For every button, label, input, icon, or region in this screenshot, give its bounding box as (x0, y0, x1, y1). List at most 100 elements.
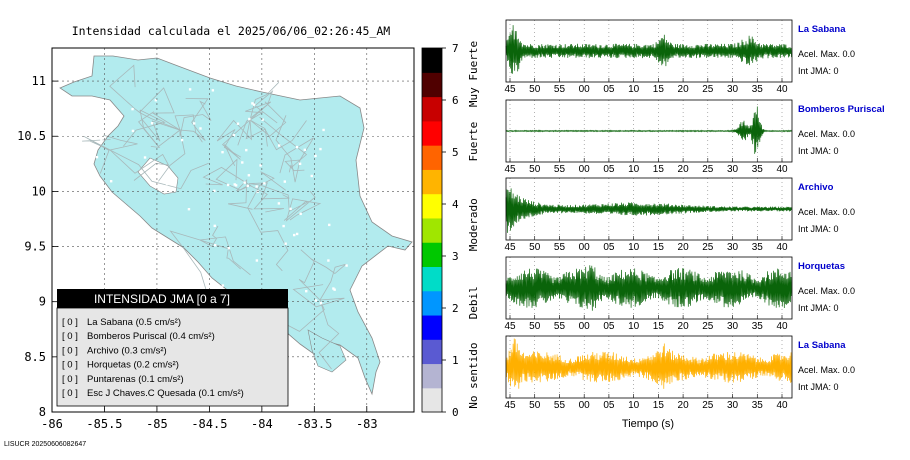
waveform-tick-label: 00 (579, 242, 591, 253)
colorbar-swatch (422, 48, 442, 73)
town-marker (246, 184, 249, 188)
map-x-axis: -86 -85.5 -85 -84.5 -84 -83.5 -83 (41, 406, 378, 431)
station-name-label: Horquetas (798, 261, 845, 272)
town-marker (255, 259, 259, 262)
waveform-trace (505, 338, 792, 389)
road (318, 299, 340, 370)
legend-item-station: Esc J Chaves.C Quesada (0.1 cm/s²) (87, 388, 244, 399)
waveform-tick-label: 30 (727, 400, 739, 411)
waveform-trace (505, 265, 792, 311)
road (169, 230, 207, 291)
town-marker (333, 288, 336, 291)
town-marker (150, 122, 154, 125)
town-marker (303, 148, 307, 152)
town-marker (92, 153, 96, 156)
colorbar-category-label: Moderado (467, 198, 480, 251)
town-marker (322, 128, 325, 132)
town-markers (70, 78, 348, 308)
waveform-tick-label: 20 (678, 242, 690, 253)
road (109, 64, 181, 131)
road (199, 225, 219, 247)
road (174, 114, 203, 143)
colorbar-swatch (422, 266, 442, 292)
waveform-tick-label: 35 (752, 84, 764, 95)
road (139, 87, 181, 131)
waveform-panels: 45 50 55 00 05 10 15 20 25 30 35 40 La Sabana Acel. M… (504, 19, 885, 411)
colorbar-swatch (422, 339, 442, 365)
waveform-tick-label: 15 (653, 400, 665, 411)
map-y-tick-label: 10 (32, 184, 46, 198)
town-marker (233, 183, 236, 186)
map-x-tick-label: -85.5 (86, 417, 122, 431)
town-marker (221, 284, 225, 287)
colorbar-swatch (422, 72, 442, 98)
colorbar-tick-label: 6 (452, 94, 459, 107)
town-marker (221, 150, 224, 154)
road (158, 129, 186, 182)
town-marker (248, 117, 251, 121)
waveform-tick-label: 35 (752, 242, 764, 253)
waveform-tick-label: 05 (603, 400, 615, 411)
town-marker (154, 99, 158, 102)
waveform-tick-label: 05 (603, 321, 615, 332)
road (259, 171, 287, 191)
road (298, 249, 321, 301)
waveform-tick-label: 45 (504, 400, 516, 411)
town-marker (243, 181, 246, 184)
waveform-tick-label: 25 (702, 242, 714, 253)
waveform-tick-label: 20 (678, 164, 690, 175)
map-title: Intensidad calculada el 2025/06/06_02:26… (72, 24, 391, 38)
colorbar-frame (421, 47, 443, 413)
waveform-trace (505, 25, 792, 74)
waveform-trace (505, 106, 792, 154)
waveform-tick-label: 00 (579, 400, 591, 411)
waveform-tick-label: 50 (529, 242, 541, 253)
town-marker (247, 174, 251, 177)
town-marker (165, 182, 169, 186)
road (103, 134, 138, 151)
colorbar-swatch (422, 242, 442, 267)
road (216, 119, 252, 158)
town-marker (241, 161, 244, 164)
road (279, 137, 314, 174)
map-y-axis: 11 10.5 10 9.5 9 8.5 8 (17, 74, 58, 419)
map-x-tick-label: -85 (146, 417, 168, 431)
waveform-tick-label: 05 (603, 84, 615, 95)
legend-item-intensity: [ 0 ] (62, 374, 78, 385)
waveform-tick-label: 40 (776, 84, 788, 95)
waveform-panel: 45 50 55 00 05 10 15 20 25 30 35 40 Bomberos Purisca… (504, 99, 885, 175)
town-marker (92, 177, 96, 180)
colorbar-category-label: Debil (467, 286, 480, 319)
legend-item-station: Horquetas (0.2 cm/s²) (87, 360, 179, 371)
legend-body (56, 307, 289, 407)
waveform-panel: 45 50 55 00 05 10 15 20 25 30 35 40 La Sabana Acel. M… (504, 19, 855, 95)
colorbar-swatch (422, 314, 442, 340)
road (245, 119, 268, 147)
town-marker (131, 129, 135, 133)
waveform-panel: 45 50 55 00 05 10 15 20 25 30 35 40 Archivo Acel. Max… (504, 177, 855, 253)
waveform-frame (505, 99, 793, 163)
town-marker (131, 107, 134, 111)
town-marker (213, 189, 216, 193)
waveform-tick-label: 15 (653, 242, 665, 253)
waveform-tick-label: 05 (603, 164, 615, 175)
waveform-tick-label: 35 (752, 164, 764, 175)
waveform-tick-label: 15 (653, 164, 665, 175)
legend-title: INTENSIDAD JMA [0 a 7] (94, 292, 230, 306)
road (109, 149, 170, 181)
road (247, 184, 289, 272)
town-marker (293, 233, 296, 237)
colorbar-swatch (422, 145, 442, 170)
town-marker (305, 289, 308, 293)
town-marker (70, 169, 73, 173)
town-marker (213, 224, 216, 228)
waveform-tick-label: 40 (776, 242, 788, 253)
legend-title-bar (57, 289, 288, 308)
road (138, 111, 181, 148)
town-marker (100, 138, 103, 141)
waveform-trace (505, 188, 792, 233)
road (275, 115, 301, 183)
legend-item-intensity: [ 0 ] (62, 345, 78, 356)
road (249, 82, 280, 121)
road (221, 119, 251, 166)
